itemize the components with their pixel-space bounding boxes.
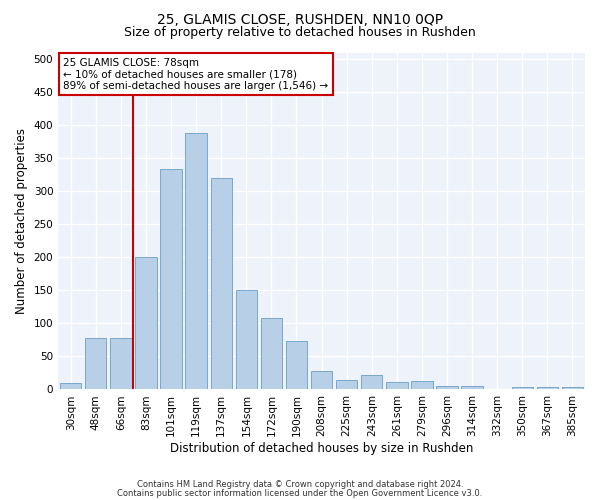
Text: 25 GLAMIS CLOSE: 78sqm
← 10% of detached houses are smaller (178)
89% of semi-de: 25 GLAMIS CLOSE: 78sqm ← 10% of detached… bbox=[64, 58, 329, 91]
Bar bbox=[311, 371, 332, 390]
Bar bbox=[85, 338, 106, 390]
Bar bbox=[512, 388, 533, 390]
Text: Size of property relative to detached houses in Rushden: Size of property relative to detached ho… bbox=[124, 26, 476, 39]
Bar bbox=[336, 380, 358, 390]
Bar bbox=[461, 386, 483, 390]
Text: Contains public sector information licensed under the Open Government Licence v3: Contains public sector information licen… bbox=[118, 488, 482, 498]
Text: 25, GLAMIS CLOSE, RUSHDEN, NN10 0QP: 25, GLAMIS CLOSE, RUSHDEN, NN10 0QP bbox=[157, 12, 443, 26]
Bar bbox=[537, 388, 558, 390]
X-axis label: Distribution of detached houses by size in Rushden: Distribution of detached houses by size … bbox=[170, 442, 473, 455]
Bar bbox=[386, 382, 407, 390]
Bar bbox=[261, 318, 282, 390]
Bar bbox=[211, 178, 232, 390]
Bar bbox=[286, 341, 307, 390]
Text: Contains HM Land Registry data © Crown copyright and database right 2024.: Contains HM Land Registry data © Crown c… bbox=[137, 480, 463, 489]
Bar bbox=[562, 388, 583, 390]
Bar bbox=[110, 338, 131, 390]
Bar bbox=[361, 375, 382, 390]
Bar bbox=[436, 386, 458, 390]
Y-axis label: Number of detached properties: Number of detached properties bbox=[15, 128, 28, 314]
Bar bbox=[411, 381, 433, 390]
Bar bbox=[160, 170, 182, 390]
Bar bbox=[236, 290, 257, 390]
Bar bbox=[60, 383, 82, 390]
Bar bbox=[136, 258, 157, 390]
Bar bbox=[185, 133, 207, 390]
